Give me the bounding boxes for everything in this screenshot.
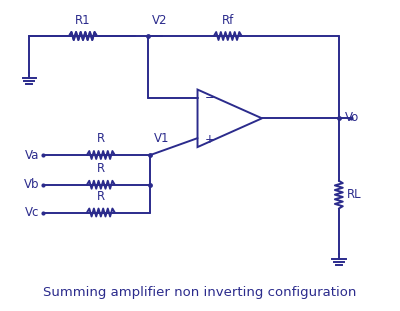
Text: Summing amplifier non inverting configuration: Summing amplifier non inverting configur… bbox=[43, 286, 357, 299]
Text: Vo: Vo bbox=[345, 111, 359, 124]
Text: R1: R1 bbox=[75, 14, 91, 27]
Text: Vb: Vb bbox=[24, 178, 39, 191]
Text: +: + bbox=[204, 132, 214, 146]
Text: Rf: Rf bbox=[222, 14, 234, 27]
Text: R: R bbox=[97, 162, 105, 175]
Text: Vc: Vc bbox=[25, 206, 39, 219]
Text: V1: V1 bbox=[154, 132, 170, 145]
Text: Va: Va bbox=[25, 149, 39, 161]
Text: RL: RL bbox=[347, 188, 361, 201]
Text: V2: V2 bbox=[152, 14, 167, 27]
Text: R: R bbox=[97, 190, 105, 202]
Text: −: − bbox=[204, 91, 214, 104]
Text: R: R bbox=[97, 132, 105, 145]
